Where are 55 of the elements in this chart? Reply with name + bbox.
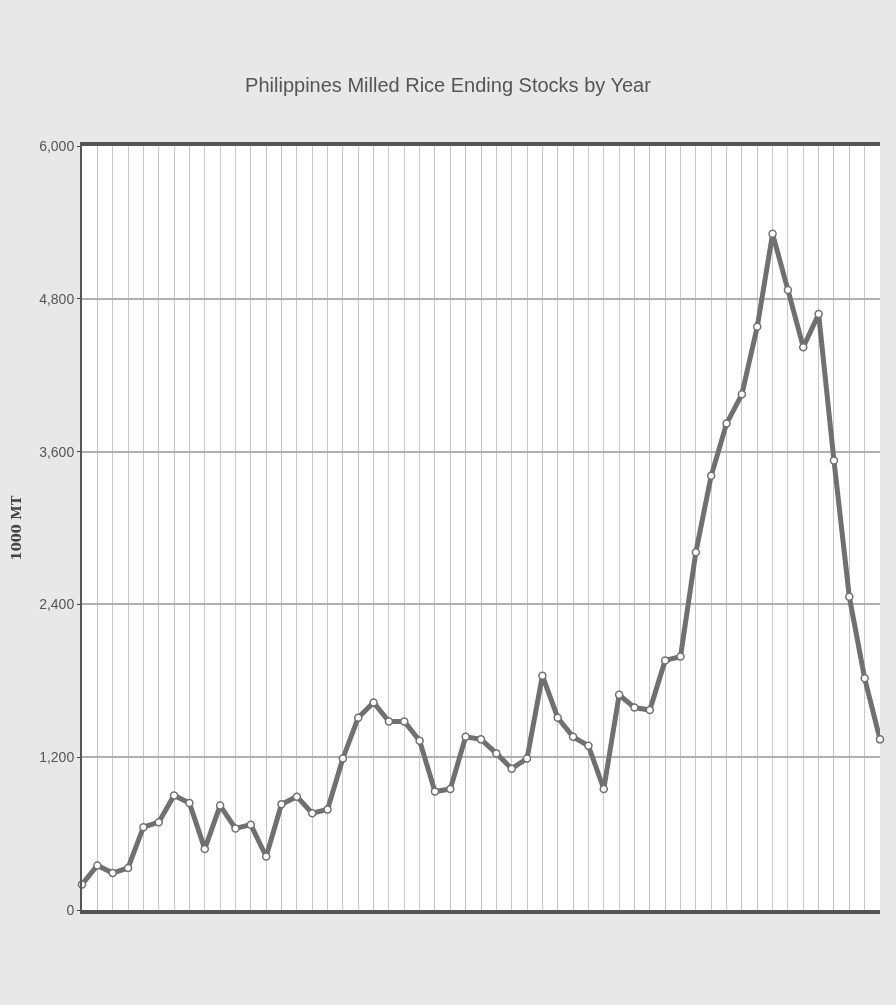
point [584,741,593,750]
y-tick-label: 3,600 [39,443,75,460]
point [538,671,547,680]
point [706,471,716,481]
point [645,705,655,715]
point [568,732,578,742]
point [829,456,839,465]
y-tick-label: 0 [66,901,75,918]
point [676,652,685,661]
point [246,820,256,829]
point [492,749,501,758]
y-tick-label: 4,800 [39,290,75,307]
point [476,735,486,744]
point [384,717,394,726]
point [231,824,240,833]
point [415,736,424,745]
point [814,309,823,319]
point [522,754,532,763]
point [307,808,317,818]
point [446,784,455,794]
y-tick-label: 1,200 [39,749,75,766]
y-axis-title: 1000 MT [8,495,24,561]
point [353,713,363,722]
point [845,592,854,602]
point [630,703,639,712]
point [261,852,271,861]
point [185,798,194,808]
point [338,754,348,763]
point [461,732,470,742]
point [722,419,731,428]
point [154,817,163,827]
point [215,801,225,810]
point [123,863,133,873]
chart-title: Philippines Milled Rice Ending Stocks by Year [245,74,652,97]
point [875,735,885,744]
point [139,822,148,832]
point [369,698,378,707]
point [292,792,302,801]
point [737,390,747,399]
point [400,717,409,726]
point [108,868,117,878]
point [323,805,332,814]
point [783,285,793,295]
point [752,322,762,332]
y-tick-label: 2,400 [39,596,75,613]
point [553,713,562,722]
point [277,800,286,809]
point [93,861,102,870]
point [507,764,516,773]
point [169,791,179,800]
point [860,674,869,683]
point [691,547,701,557]
point [430,787,440,796]
y-tick-label: 6,000 [39,137,75,154]
point [660,656,670,665]
